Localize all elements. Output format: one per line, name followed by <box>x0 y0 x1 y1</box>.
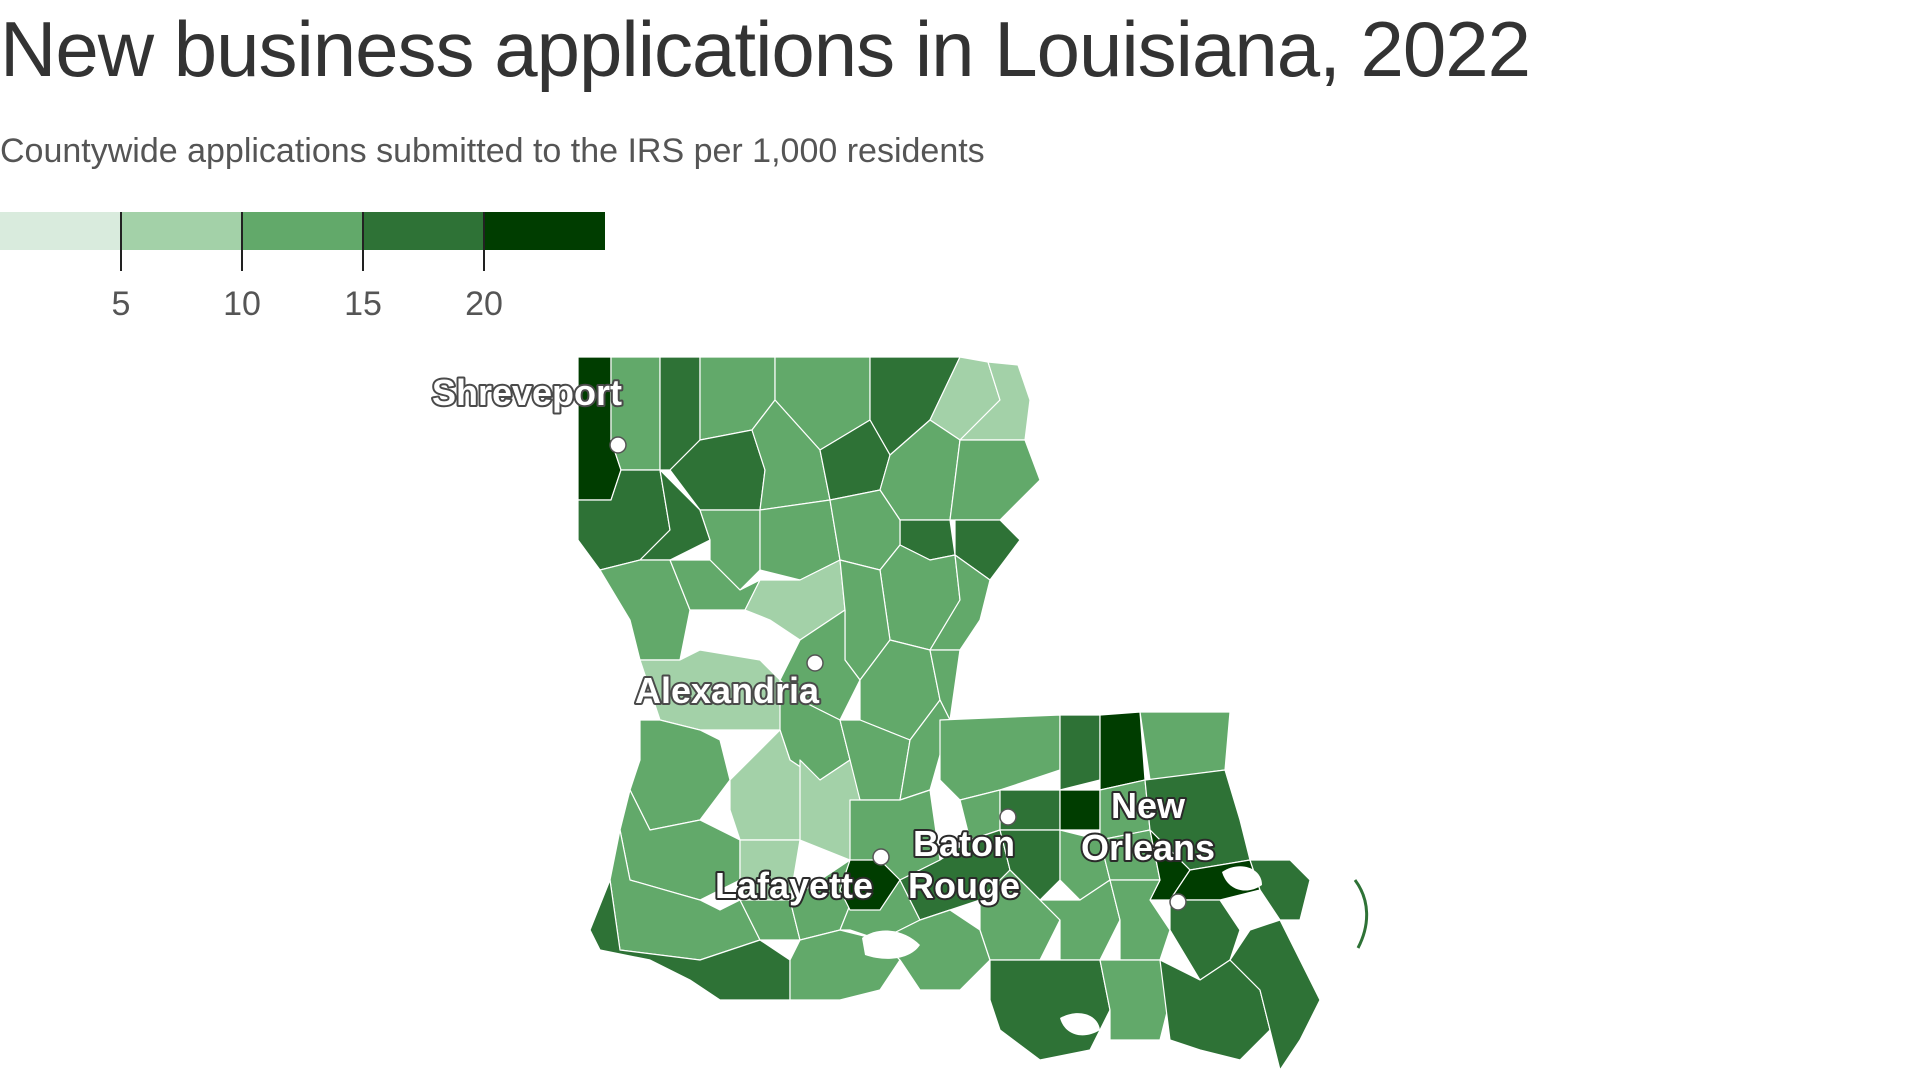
parish-shape <box>1059 789 1101 831</box>
parish-shape <box>589 879 791 1001</box>
city-shreveport: Shreveport <box>430 370 627 454</box>
city-dot <box>1169 893 1187 911</box>
parish-shape <box>1109 879 1171 961</box>
city-label: Rouge <box>908 865 1020 906</box>
legend-tick-label: 15 <box>344 285 382 323</box>
legend-swatch <box>242 212 363 250</box>
parish-shape <box>1039 879 1121 961</box>
parish-shape <box>939 714 1061 801</box>
legend-tick-label: 10 <box>223 285 261 323</box>
legend-ticks: 5 10 15 20 <box>112 212 503 323</box>
city-label: Alexandria <box>635 670 820 711</box>
parish-shape <box>1059 714 1101 791</box>
parish-shape <box>1139 711 1231 781</box>
legend-swatch <box>363 212 484 250</box>
parish-shape <box>629 719 731 831</box>
chart-title: New business applications in Louisiana, … <box>0 5 1531 93</box>
parish-shape <box>979 869 1061 961</box>
city-label: Lafayette <box>715 865 873 906</box>
city-alexandria: Alexandria <box>633 654 824 713</box>
legend-tick-label: 5 <box>112 285 131 323</box>
parish-shape <box>1099 711 1146 791</box>
legend-swatch <box>121 212 242 250</box>
city-label: Shreveport <box>432 372 622 413</box>
chandeleur-islands <box>1353 879 1369 949</box>
city-dot <box>999 808 1017 826</box>
city-lafayette: Lafayette <box>713 848 890 908</box>
parish-shapes <box>577 356 1369 1071</box>
parish-shape <box>954 519 1021 581</box>
legend-tick-label: 20 <box>465 285 503 323</box>
color-legend: 5 10 15 20 <box>0 212 605 323</box>
water-body <box>862 930 920 959</box>
city-label: New <box>1111 785 1186 826</box>
parish-shape <box>989 959 1111 1061</box>
water-body <box>1060 1013 1100 1036</box>
water-body <box>1222 866 1262 891</box>
legend-swatch <box>0 212 121 250</box>
parish-shape <box>999 829 1061 901</box>
city-dot <box>609 436 627 454</box>
parish-shape <box>1149 829 1191 901</box>
city-dot <box>806 654 824 672</box>
city-label: Baton <box>913 823 1015 864</box>
parish-shape <box>949 439 1041 521</box>
chart-subtitle: Countywide applications submitted to the… <box>0 132 985 170</box>
city-dot <box>872 848 890 866</box>
legend-swatch <box>484 212 605 250</box>
legend-swatches <box>0 212 605 250</box>
parish-shape <box>1099 959 1171 1041</box>
parish-shape <box>1249 859 1311 921</box>
parish-shape <box>599 559 691 661</box>
city-label: Orleans <box>1081 827 1215 868</box>
parish-shape <box>1229 919 1321 1071</box>
